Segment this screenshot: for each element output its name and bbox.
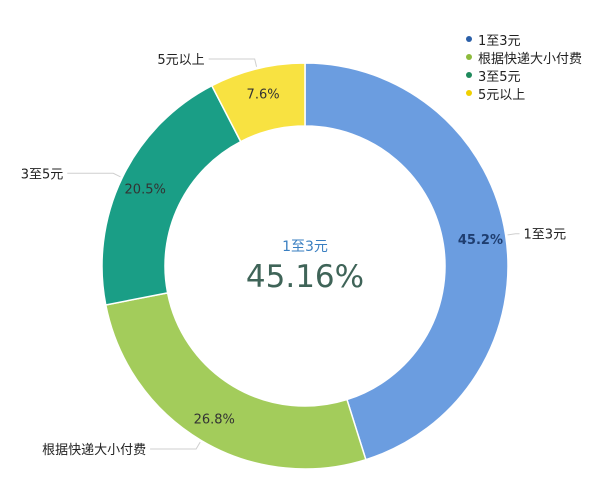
slice-category-label: 5元以上 <box>157 53 204 68</box>
legend-dot-icon <box>466 54 472 60</box>
legend-label: 根据快递大小付费 <box>478 51 583 67</box>
leader-lines-group <box>67 58 520 450</box>
legend-dot-icon <box>466 72 472 78</box>
slice-value-label: 7.6% <box>247 88 280 103</box>
donut-slice[interactable] <box>104 291 367 470</box>
slice-value-label: 45.2% <box>458 233 503 248</box>
labels-group: 45.2% 1至3元 26.8% 根据快递大小付费 20.5% 3至5元 7.6% 5元以上 <box>21 53 566 458</box>
legend-dot-icon <box>466 90 472 96</box>
center-value-label: 45.16% <box>246 259 364 295</box>
legend-item[interactable]: 1至3元 <box>466 30 582 49</box>
slice-value-label: 26.8% <box>194 413 235 428</box>
donut-slice[interactable] <box>304 62 509 461</box>
legend: 1至3元 根据快递大小付费 3至5元 5元以上 <box>466 30 583 103</box>
slice-value-label: 20.5% <box>125 183 166 198</box>
center-category-label: 1至3元 <box>282 239 328 255</box>
slices-group <box>101 62 509 470</box>
legend-item[interactable]: 3至5元 <box>466 66 582 85</box>
leader-line <box>67 172 121 178</box>
slice-category-label: 1至3元 <box>524 228 567 243</box>
donut-slice[interactable] <box>210 62 306 143</box>
donut-slice[interactable] <box>101 84 242 306</box>
legend-label: 1至3元 <box>478 33 521 49</box>
legend-item[interactable]: 5元以上 <box>466 84 582 103</box>
legend-label: 3至5元 <box>478 69 521 85</box>
legend-label: 5元以上 <box>478 87 526 103</box>
leader-line <box>507 233 520 236</box>
slice-category-label: 根据快递大小付费 <box>42 443 146 458</box>
legend-item[interactable]: 根据快递大小付费 <box>466 48 583 67</box>
leader-line <box>208 58 258 67</box>
legend-dot-icon <box>466 36 472 42</box>
leader-line <box>150 441 201 450</box>
slice-category-label: 3至5元 <box>21 167 64 182</box>
